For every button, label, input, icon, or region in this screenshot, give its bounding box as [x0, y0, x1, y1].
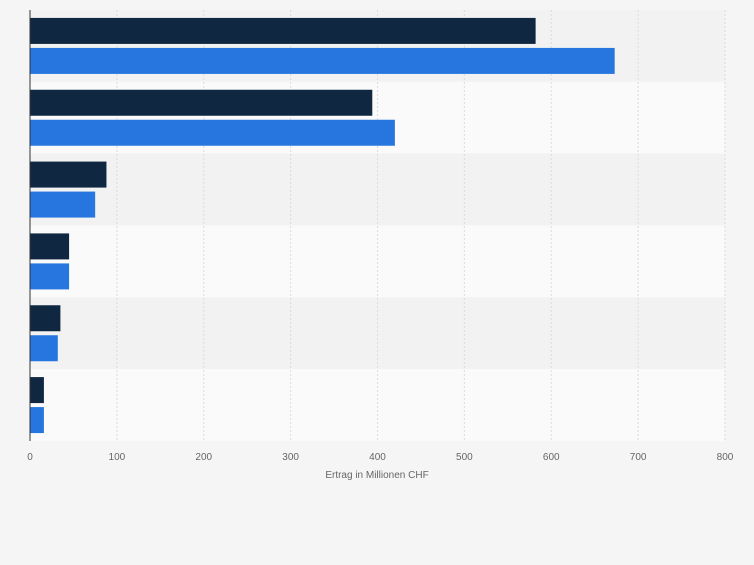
x-tick-label-100: 100 [109, 452, 126, 463]
bar-series2-category6 [30, 407, 44, 434]
bars [30, 17, 615, 434]
bar-series1-category5 [30, 305, 61, 332]
category-band-4 [30, 225, 725, 298]
x-tick-label-700: 700 [630, 452, 647, 463]
x-axis-label: Ertrag in Millionen CHF [325, 470, 428, 481]
x-tick-label-200: 200 [195, 452, 212, 463]
x-tick-label-800: 800 [717, 452, 734, 463]
x-tick-label-400: 400 [369, 452, 386, 463]
bar-series2-category4 [30, 263, 70, 290]
bar-series1-category3 [30, 161, 107, 188]
bar-series2-category2 [30, 119, 395, 146]
bar-series2-category5 [30, 335, 58, 362]
x-tick-label-500: 500 [456, 452, 473, 463]
category-bands [30, 10, 725, 441]
bar-series1-category4 [30, 233, 70, 260]
bar-series1-category1 [30, 17, 536, 44]
x-tick-labels: 0 100 200 300 400 500 600 700 800 [27, 452, 734, 463]
bar-series2-category1 [30, 47, 615, 74]
bar-series2-category3 [30, 191, 96, 218]
bar-series1-category2 [30, 89, 373, 116]
x-tick-label-0: 0 [27, 452, 33, 463]
bar-series1-category6 [30, 377, 44, 404]
category-band-5 [30, 297, 725, 370]
category-band-6 [30, 369, 725, 441]
x-tick-label-600: 600 [543, 452, 560, 463]
x-tick-label-300: 300 [282, 452, 299, 463]
category-band-3 [30, 153, 725, 226]
